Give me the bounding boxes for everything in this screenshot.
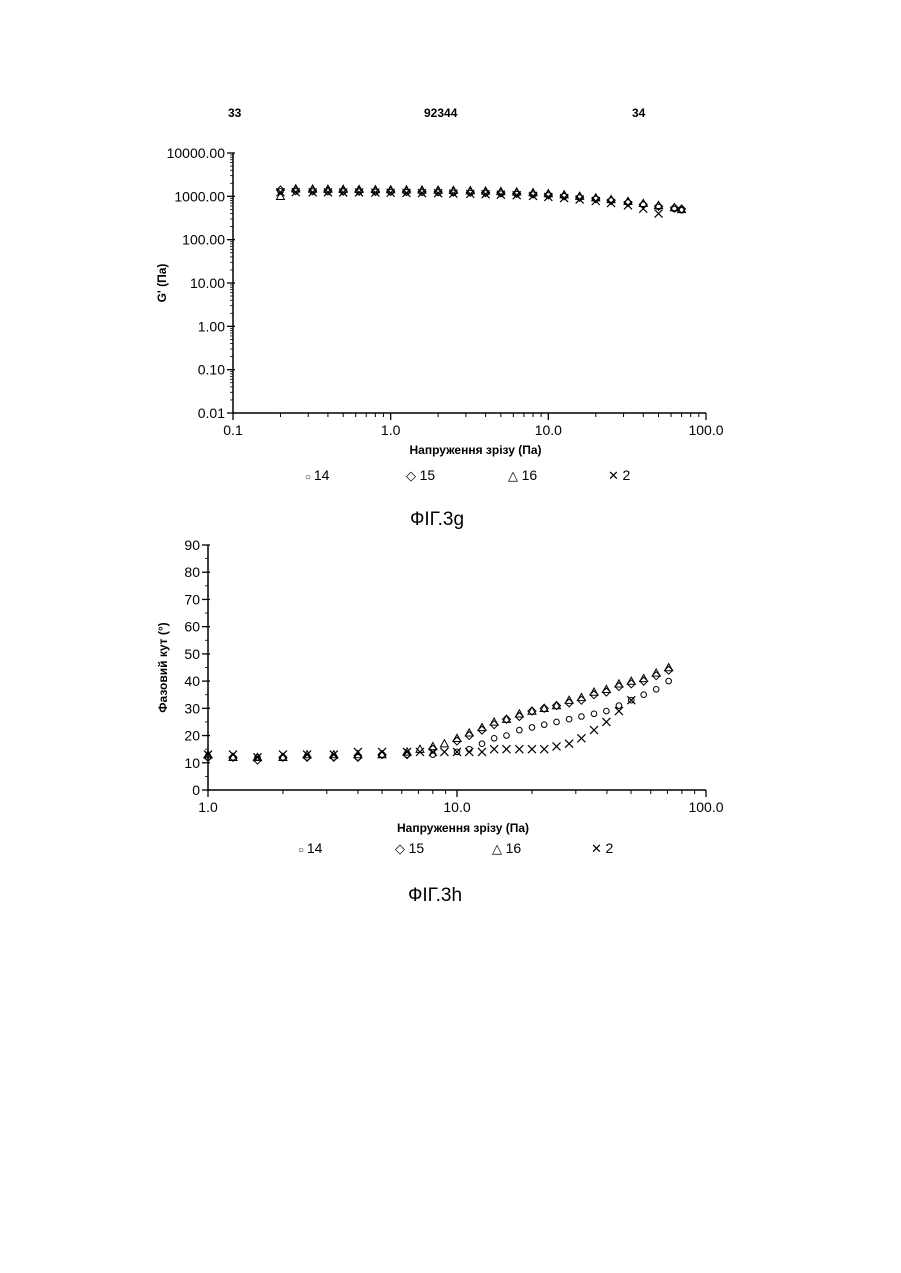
y-tick-label-3g: 10.00	[190, 275, 225, 291]
data-point-3h-series-2	[279, 751, 287, 759]
x-tick-label-3h: 1.0	[198, 799, 218, 815]
y-axis-label-3g: G' (Па)	[155, 264, 169, 303]
data-point-3h-series-2	[540, 745, 548, 753]
legend-entry-3h-14: ○ 14	[298, 840, 323, 856]
data-point-3h-series-14	[517, 727, 523, 733]
x-axis-label-3g: Напруження зрізу (Па)	[409, 443, 541, 457]
data-point-3h-series-14	[653, 686, 659, 692]
y-tick-label-3g: 10000.00	[167, 145, 226, 161]
data-point-3g-series-2	[624, 201, 632, 209]
legend-entry-3h-15: ◇ 15	[395, 840, 424, 856]
data-point-3h-series-14	[541, 722, 547, 728]
data-point-3h-series-14	[604, 708, 610, 714]
x-tick-label-3g: 0.1	[223, 422, 243, 438]
y-tick-label-3g: 1000.00	[174, 188, 225, 204]
data-point-3h-series-2	[502, 745, 510, 753]
data-point-3h-series-14	[479, 741, 485, 747]
legend-entry-3h-2: ✕ 2	[591, 840, 614, 856]
data-point-3h-series-16	[540, 704, 548, 711]
legend-entry-3g-16: △ 16	[508, 467, 537, 483]
data-point-3h-series-2	[478, 748, 486, 756]
y-tick-label-3h: 20	[184, 728, 200, 744]
data-point-3h-series-2	[515, 745, 523, 753]
y-tick-label-3g: 0.10	[198, 362, 225, 378]
data-point-3h-series-16	[502, 715, 510, 722]
y-tick-label-3h: 90	[184, 537, 200, 553]
data-point-3h-series-14	[504, 733, 510, 739]
legend-entry-3g-14: ○ 14	[305, 467, 330, 483]
y-tick-label-3h: 70	[184, 591, 200, 607]
y-axis-label-3h: Фазовий кут (°)	[156, 622, 170, 712]
y-tick-label-3h: 10	[184, 755, 200, 771]
y-tick-label-3h: 30	[184, 700, 200, 716]
data-point-3h-series-2	[565, 740, 573, 748]
y-tick-label-3h: 40	[184, 673, 200, 689]
y-tick-label-3g: 0.01	[198, 405, 225, 421]
data-point-3h-series-2	[528, 745, 536, 753]
data-point-3h-series-14	[579, 714, 585, 720]
y-tick-label-3h: 0	[192, 782, 200, 798]
data-point-3h-series-2	[590, 726, 598, 734]
data-point-3h-series-2	[602, 718, 610, 726]
data-point-3g-series-2	[639, 205, 647, 213]
data-point-3h-series-14	[566, 716, 572, 722]
figure-caption-3g: ФІГ.3g	[357, 509, 517, 531]
data-point-3h-series-2	[465, 748, 473, 756]
data-point-3h-series-2	[229, 751, 237, 759]
data-point-3h-series-14	[591, 711, 597, 717]
data-point-3h-series-16	[553, 702, 561, 709]
data-point-3h-series-2	[553, 742, 561, 750]
x-tick-label-3h: 10.0	[443, 799, 470, 815]
data-point-3h-series-2	[490, 745, 498, 753]
data-point-3h-series-2	[440, 748, 448, 756]
x-tick-label-3g: 1.0	[381, 422, 401, 438]
x-tick-label-3g: 10.0	[535, 422, 562, 438]
data-point-3h-series-2	[429, 748, 437, 756]
data-point-3h-series-14	[491, 735, 497, 741]
x-tick-label-3h: 100.0	[688, 799, 723, 815]
data-point-3h-series-16	[528, 707, 536, 714]
y-tick-label-3h: 60	[184, 619, 200, 635]
y-tick-label-3g: 1.00	[198, 318, 225, 334]
legend-entry-3g-2: ✕ 2	[608, 467, 631, 483]
data-point-3h-series-14	[666, 678, 672, 684]
data-point-3h-series-2	[577, 734, 585, 742]
legend-entry-3h-16: △ 16	[492, 840, 521, 856]
data-point-3h-series-16	[440, 740, 448, 747]
y-tick-label-3g: 100.00	[182, 232, 225, 248]
data-point-3h-series-14	[529, 725, 535, 731]
x-axis-label-3h: Напруження зрізу (Па)	[397, 821, 529, 835]
x-tick-label-3g: 100.0	[688, 422, 723, 438]
data-point-3h-series-14	[641, 692, 647, 698]
data-point-3h-series-14	[554, 719, 560, 725]
figure-caption-3h: ФІГ.3h	[355, 885, 515, 907]
legend-entry-3g-15: ◇ 15	[406, 467, 435, 483]
y-tick-label-3h: 80	[184, 564, 200, 580]
data-point-3h-series-14	[616, 703, 622, 709]
y-tick-label-3h: 50	[184, 646, 200, 662]
data-point-3h-series-2	[378, 748, 386, 756]
